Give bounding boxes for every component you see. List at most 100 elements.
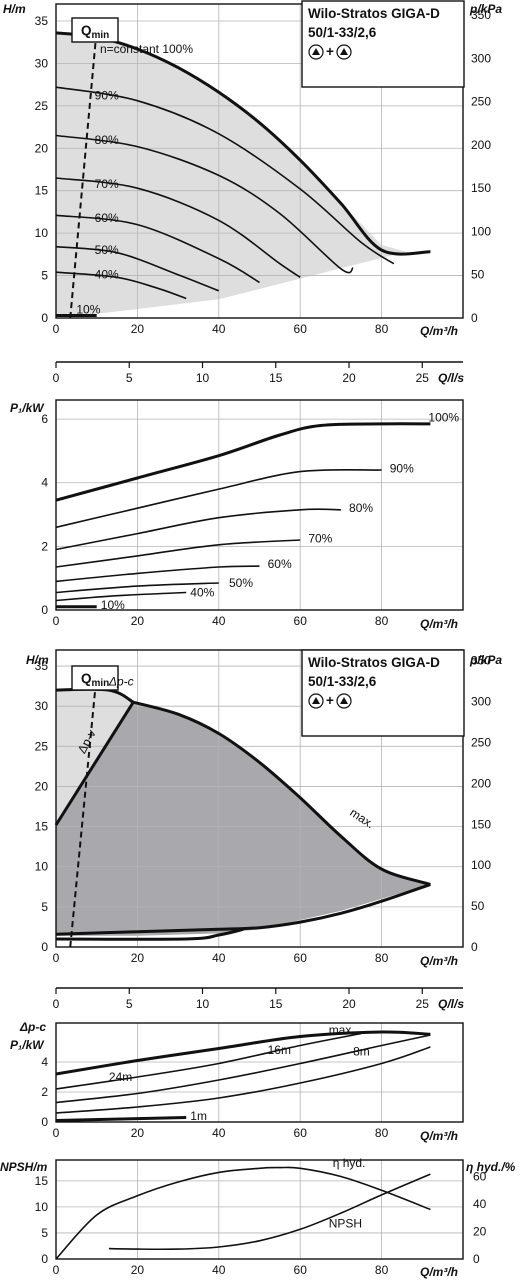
y-tick-label: 35 <box>35 14 49 28</box>
y-axis-label: H/m <box>3 2 26 16</box>
plot-frame <box>55 3 464 319</box>
y2-tick-label: 300 <box>471 51 491 65</box>
plot-frame <box>55 649 464 948</box>
triangle-icon <box>312 697 320 704</box>
y2-axis-label: p/kPa <box>469 653 502 667</box>
y-tick-label: 0 <box>41 940 48 954</box>
ls-tick-label: 10 <box>196 997 210 1011</box>
title-box <box>301 649 465 737</box>
y-tick-label: 30 <box>35 56 49 70</box>
max-label: max. <box>347 805 376 831</box>
x-tick-label: 80 <box>375 1126 389 1140</box>
triangle-icon <box>340 697 348 704</box>
speed-label: 40% <box>95 268 119 282</box>
y-tick-label: 0 <box>41 1115 48 1129</box>
y2-tick-label: 250 <box>471 735 491 749</box>
chart-flow-ls-2: 0 5 10 15 20 25 Q/l/s <box>53 987 464 1011</box>
ls-tick-label: 20 <box>342 997 356 1011</box>
x-tick-label: 20 <box>131 1126 145 1140</box>
y2-tick-label: 100 <box>471 858 491 872</box>
y-tick-label: 0 <box>41 603 48 617</box>
ls-tick-label: 0 <box>53 371 60 385</box>
power-ctrl-8m <box>55 1046 431 1114</box>
chart-head-control: 0 20 40 60 800510152025303505010015020025030… <box>26 649 502 968</box>
x-tick-label: 80 <box>375 1263 389 1277</box>
control-curve-max- <box>132 700 431 886</box>
y-tick-label: 5 <box>41 900 48 914</box>
y2-tick-label: 350 <box>471 8 491 22</box>
y2-tick-label: 100 <box>471 224 491 238</box>
y-tick-label: 10 <box>35 1200 49 1214</box>
power-ctrl-label: 16m <box>268 1043 291 1057</box>
x-tick-label: 40 <box>212 322 226 336</box>
speed-label: n=constant 100% <box>100 42 193 56</box>
control-curve-min-low <box>55 927 244 941</box>
ls-tick-label: 10 <box>196 371 210 385</box>
power-ctrl-24m <box>55 1032 362 1090</box>
x-axis-label: Q/m³/h <box>420 1265 458 1279</box>
y2-tick-label: 150 <box>471 817 491 831</box>
y-axis-label: NPSH/m <box>0 1160 48 1174</box>
x-tick-label: 80 <box>375 322 389 336</box>
y-tick-label: 0 <box>41 311 48 325</box>
title-line2: 50/1-33/2,6 <box>308 674 377 689</box>
y2-tick-label: 250 <box>471 95 491 109</box>
x-axis-label: Q/m³/h <box>420 954 458 968</box>
x-tick-label: 0 <box>53 951 60 965</box>
y2-tick-label: 50 <box>471 268 485 282</box>
power-label: 60% <box>268 557 292 571</box>
ls-tick-label: 5 <box>126 997 133 1011</box>
y2-tick-label: 0 <box>471 940 478 954</box>
x-tick-label: 0 <box>53 1263 60 1277</box>
mode-plus: + <box>326 44 334 59</box>
triangle-icon <box>340 48 348 55</box>
x-tick-label: 20 <box>131 322 145 336</box>
y-tick-label: 10 <box>35 860 49 874</box>
y-tick-label: 25 <box>35 739 49 753</box>
title-line1: Wilo-Stratos GIGA-D <box>308 6 440 21</box>
y2-tick-label: 50 <box>471 899 485 913</box>
x-tick-label: 20 <box>131 951 145 965</box>
y-axis-label: H/m <box>26 653 49 667</box>
ls-axis-label: Q/l/s <box>438 997 464 1011</box>
control-curve-min <box>55 882 431 936</box>
y-tick-label: 15 <box>35 820 49 834</box>
x-tick-label: 60 <box>294 322 308 336</box>
power-curve-40% <box>55 591 187 602</box>
power-ctrl-label: 1m <box>190 1109 207 1123</box>
x-tick-label: 40 <box>212 1263 226 1277</box>
x-axis-label: Q/m³/h <box>420 617 458 631</box>
y2-tick-label: 0 <box>471 311 478 325</box>
x-tick-label: 20 <box>131 1263 145 1277</box>
y-axis-label: P₁/kW <box>10 401 45 415</box>
x-tick-label: 40 <box>212 951 226 965</box>
y-tick-label: 15 <box>35 184 49 198</box>
x-tick-label: 0 <box>53 322 60 336</box>
power-label: 70% <box>308 531 332 545</box>
chart-power-speed: 0 20 40 60 80 0 2 4 6 100% 90% 80% 70% 60% 50% 40% 10% P₁… <box>10 399 464 631</box>
chart-npsh-eff: 0 20 40 60 80 0 5 10 15 0 20 40 60 η hyd. NPSH NPSH/m η … <box>0 1156 516 1279</box>
y-tick-label: 5 <box>41 1226 48 1240</box>
triangle-icon <box>312 48 320 55</box>
x-tick-label: 80 <box>375 951 389 965</box>
power-ctrl-16m <box>55 1034 431 1104</box>
x-tick-label: 0 <box>53 1126 60 1140</box>
y-tick-label: 2 <box>41 1085 48 1099</box>
curve-40- <box>55 271 187 300</box>
ls-tick-label: 15 <box>269 997 283 1011</box>
plot-frame <box>55 1159 464 1260</box>
power-label: 10% <box>101 598 125 612</box>
eta-label: η hyd. <box>333 1156 366 1170</box>
y-tick-label: 25 <box>35 99 49 113</box>
power-label: 50% <box>229 576 253 590</box>
ls-tick-label: 20 <box>342 371 356 385</box>
y-tick-label: 2 <box>41 539 48 553</box>
y2-tick-label: 150 <box>471 181 491 195</box>
chart-flow-ls-1: 0 5 10 15 20 25 Q/l/s <box>53 361 464 385</box>
x-tick-label: 60 <box>294 1126 308 1140</box>
x-tick-label: 20 <box>131 614 145 628</box>
plot-frame <box>55 399 464 611</box>
y2-tick-label: 0 <box>473 1252 480 1266</box>
y2-axis-label: p/kPa <box>469 2 502 16</box>
